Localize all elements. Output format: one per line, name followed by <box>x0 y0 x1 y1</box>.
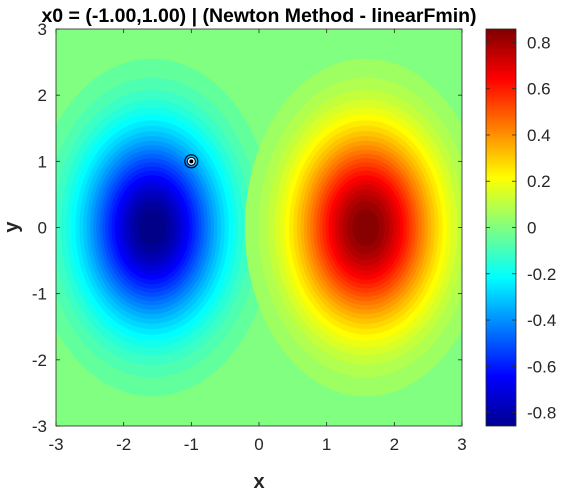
colorbar: 0.8 0.6 0.4 0.2 0 -0.2 -0.4 -0.6 -0.8 <box>485 28 556 427</box>
y-tick-label: 0 <box>38 219 47 238</box>
x-tick-label: 2 <box>390 435 399 454</box>
y-tick-label: -1 <box>32 285 47 304</box>
chart-title: x0 = (-1.00,1.00) | (Newton Method - lin… <box>41 5 476 27</box>
y-tick-label: -3 <box>32 417 47 436</box>
colorbar-ticks: 0.8 0.6 0.4 0.2 0 -0.2 -0.4 -0.6 -0.8 <box>486 33 556 423</box>
x-tick-label: 1 <box>322 435 331 454</box>
x-tick-label: -3 <box>48 435 63 454</box>
x-axis-label: x <box>253 471 264 491</box>
x-tick-label: -2 <box>116 435 131 454</box>
contour-band-0-25 <box>138 208 166 247</box>
colorbar-tick-label: -0.6 <box>527 357 556 376</box>
colorbar-tick-label: -0.8 <box>527 404 556 423</box>
y-tick-label: 3 <box>38 20 47 39</box>
x-tick-label: 3 <box>457 435 466 454</box>
start-point-marker <box>184 154 199 169</box>
colorbar-tick-label: 0.2 <box>527 172 551 191</box>
x-axis-ticks: -3 -2 -1 0 1 2 3 <box>48 29 467 454</box>
x-tick-label: 0 <box>254 435 263 454</box>
colorbar-tick-label: -0.2 <box>527 265 556 284</box>
y-tick-label: 1 <box>38 152 47 171</box>
plot-area <box>55 28 463 427</box>
y-tick-label: 2 <box>38 86 47 105</box>
contour-band-1-25 <box>352 208 380 247</box>
x-tick-label: -1 <box>184 435 199 454</box>
colorbar-tick-label: 0.6 <box>527 80 551 99</box>
y-axis-label: y <box>1 221 23 233</box>
colorbar-tick-label: 0.4 <box>527 126 551 145</box>
y-axis-ticks: -3 -2 -1 0 1 2 3 <box>32 20 462 436</box>
contour-fill <box>56 58 462 397</box>
marker-dot <box>189 159 194 164</box>
marker-ring-outer <box>184 154 199 169</box>
colorbar-tick-label: 0.8 <box>527 33 551 52</box>
colorbar-tick-label: 0 <box>527 219 536 238</box>
colorbar-gradient <box>486 29 516 426</box>
y-tick-label: -2 <box>32 351 47 370</box>
colorbar-tick-label: -0.4 <box>527 311 556 330</box>
